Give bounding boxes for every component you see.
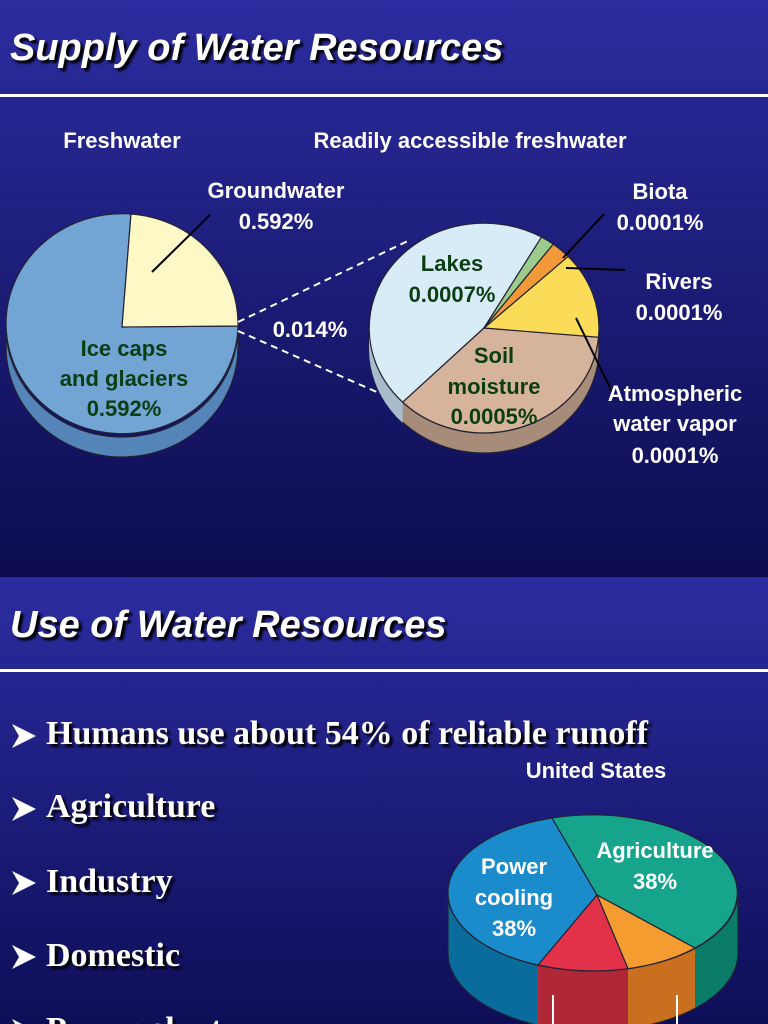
- bullet-text: Industry: [46, 863, 173, 900]
- heading: Freshwater: [63, 128, 181, 153]
- slice-label: Power: [481, 854, 547, 879]
- freshwater-pie: [5, 213, 239, 458]
- connector-label: 0.014%: [273, 317, 348, 342]
- slice-label: Rivers: [645, 269, 712, 294]
- slice-label: 38%: [633, 869, 677, 894]
- slice-label: Groundwater: [208, 178, 345, 203]
- slice-label: and glaciers: [60, 366, 188, 391]
- slice-label: Atmospheric: [608, 381, 742, 406]
- slice-label: Soil: [474, 343, 514, 368]
- slice-label: 0.0001%: [617, 210, 704, 235]
- slice-label: 38%: [492, 916, 536, 941]
- slice-label: 0.592%: [239, 209, 314, 234]
- title-rule: [0, 669, 768, 672]
- slice-label: 0.0001%: [632, 443, 719, 468]
- slide-title: Use of Water Resources: [10, 604, 446, 646]
- chart-title: United States: [526, 758, 667, 783]
- leader-line: [565, 267, 626, 271]
- bullet-text: Power plants: [46, 1011, 235, 1024]
- slice-label: 0.0001%: [636, 300, 723, 325]
- heading: Readily accessible freshwater: [313, 128, 626, 153]
- usage-pie: [447, 814, 739, 1024]
- bullet-text: Agriculture: [46, 788, 215, 825]
- bullet-text: Domestic: [46, 937, 180, 974]
- connector: [237, 330, 396, 401]
- slice-label: moisture: [448, 374, 541, 399]
- accessible-pie: [368, 222, 600, 454]
- slide-title: Supply of Water Resources: [10, 27, 503, 69]
- leader-line: [151, 214, 211, 273]
- slice-label: Biota: [633, 179, 689, 204]
- slice-label: Agriculture: [596, 838, 713, 863]
- slice-label: water vapor: [612, 411, 737, 436]
- slice-label: Lakes: [421, 251, 483, 276]
- slice-label: 0.0005%: [451, 404, 538, 429]
- title-rule: [0, 94, 768, 97]
- slice-label: 0.592%: [87, 396, 162, 421]
- bullet-icons: [12, 724, 36, 1024]
- connector: [237, 239, 411, 323]
- slice-label: Ice caps: [81, 336, 168, 361]
- leader-line: [562, 213, 605, 259]
- slice-label: cooling: [475, 885, 553, 910]
- bullet-text: Humans use about 54% of reliable runoff: [46, 715, 649, 752]
- leader-line: [575, 317, 616, 399]
- slice-label: 0.0007%: [409, 282, 496, 307]
